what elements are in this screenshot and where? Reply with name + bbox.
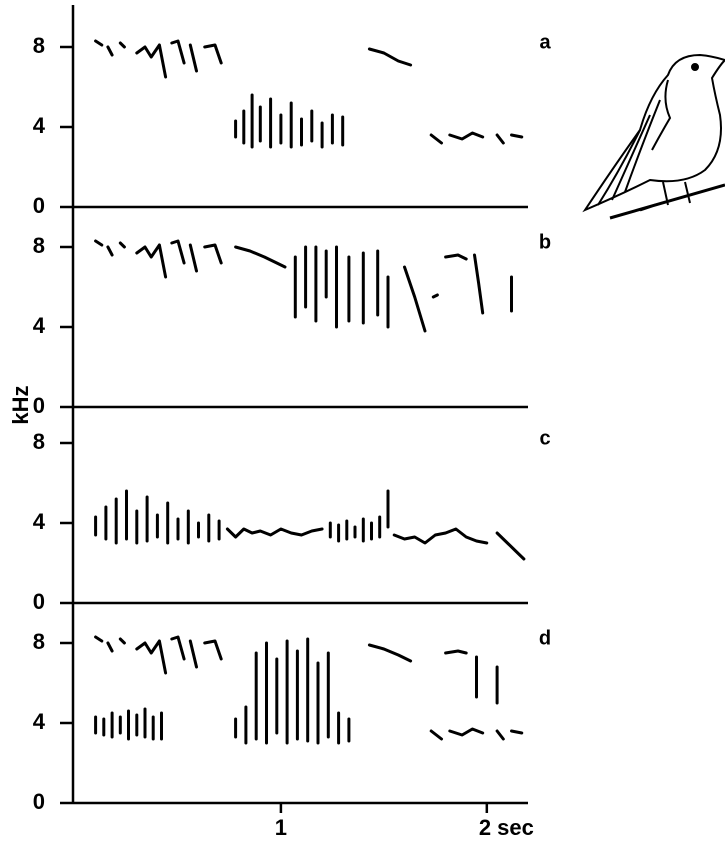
panel-label: b [539, 231, 551, 253]
sonogram-trace [94, 635, 524, 745]
y-tick-label: 4 [33, 113, 46, 138]
y-tick-label: 8 [33, 629, 45, 654]
panel-label: d [539, 627, 551, 649]
y-tick-label: 0 [33, 589, 45, 614]
y-tick-label: 0 [33, 393, 45, 418]
y-tick-label: 4 [33, 709, 46, 734]
panel-label: c [539, 427, 550, 449]
y-tick-label: 8 [33, 33, 45, 58]
y-tick-label: 4 [33, 313, 46, 338]
y-tick-label: 8 [33, 429, 45, 454]
panel-label: a [539, 31, 551, 53]
sonogram-trace [94, 239, 513, 333]
sonogram-trace [94, 39, 524, 149]
y-tick-label: 8 [33, 233, 45, 258]
y-tick-label: 0 [33, 789, 45, 814]
y-tick-label: 0 [33, 193, 45, 218]
x-tick-label: 1 [275, 815, 287, 840]
y-axis-label: kHz [8, 385, 33, 424]
x-tick-label: 2 sec [479, 815, 534, 840]
sonogram-trace [94, 489, 526, 561]
y-tick-label: 4 [33, 509, 46, 534]
bird-illustration [582, 53, 725, 220]
